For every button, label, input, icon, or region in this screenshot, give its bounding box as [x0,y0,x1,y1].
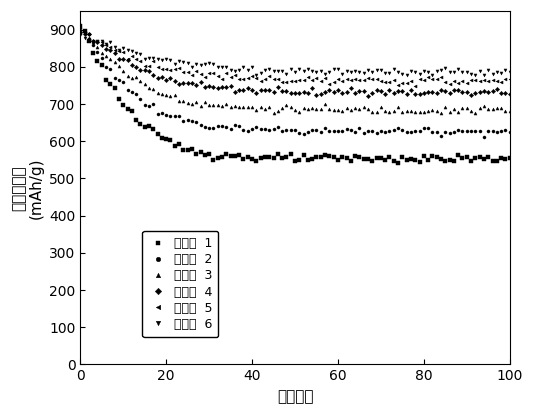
实施例  1 [335,158,341,163]
实施例  6 [429,73,436,78]
实施例  6 [399,71,405,76]
实施例  5 [382,80,388,85]
实施例  3 [274,109,281,114]
Line: 实施例  2: 实施例 2 [79,26,511,139]
实施例  3 [184,100,191,105]
实施例  5 [112,48,118,53]
实施例  6 [378,68,384,73]
实施例  2 [481,134,487,139]
实施例  1 [274,151,281,156]
实施例  1 [184,148,191,153]
实施例  2 [77,25,83,30]
Line: 实施例  5: 实施例 5 [79,32,511,88]
Legend: 实施例  1, 实施例  2, 实施例  3, 实施例  4, 实施例  5, 实施例  6: 实施例 1, 实施例 2, 实施例 3, 实施例 4, 实施例 5, 实施例 6 [143,231,218,337]
实施例  4 [335,88,341,93]
实施例  1 [107,82,114,87]
实施例  2 [378,129,384,134]
实施例  2 [184,117,191,122]
实施例  2 [399,128,405,133]
实施例  1 [77,24,83,29]
实施例  1 [395,160,401,165]
实施例  6 [274,68,281,73]
实施例  6 [506,69,513,74]
实施例  3 [107,56,114,61]
实施例  4 [107,47,114,52]
实施例  6 [107,39,114,44]
实施例  3 [399,110,405,115]
实施例  2 [335,129,341,134]
实施例  4 [274,85,281,90]
实施例  5 [339,78,345,83]
实施例  5 [81,31,88,36]
实施例  4 [382,92,388,97]
实施例  1 [378,155,384,160]
实施例  4 [184,81,191,85]
实施例  4 [365,93,371,98]
实施例  3 [472,111,478,116]
实施例  1 [404,157,410,162]
Y-axis label: 放电比容量
(mAh/g): 放电比容量 (mAh/g) [11,157,43,219]
实施例  2 [107,66,114,71]
实施例  5 [279,80,285,85]
Line: 实施例  3: 实施例 3 [79,28,511,115]
实施例  5 [412,83,419,88]
实施例  2 [506,129,513,134]
Line: 实施例  6: 实施例 6 [79,34,511,77]
实施例  4 [404,91,410,96]
实施例  4 [77,29,83,34]
实施例  3 [77,27,83,32]
X-axis label: 循环圈数: 循环圈数 [277,389,313,404]
实施例  5 [506,76,513,81]
Line: 实施例  1: 实施例 1 [79,24,511,164]
实施例  2 [274,125,281,130]
实施例  1 [506,155,513,160]
实施例  4 [506,92,513,97]
实施例  5 [189,72,195,77]
实施例  3 [335,107,341,112]
Line: 实施例  4: 实施例 4 [79,30,511,98]
实施例  6 [335,67,341,72]
实施例  5 [77,31,83,36]
实施例  5 [404,80,410,85]
实施例  6 [77,33,83,38]
实施例  3 [506,108,513,113]
实施例  6 [184,60,191,65]
实施例  3 [378,105,384,110]
